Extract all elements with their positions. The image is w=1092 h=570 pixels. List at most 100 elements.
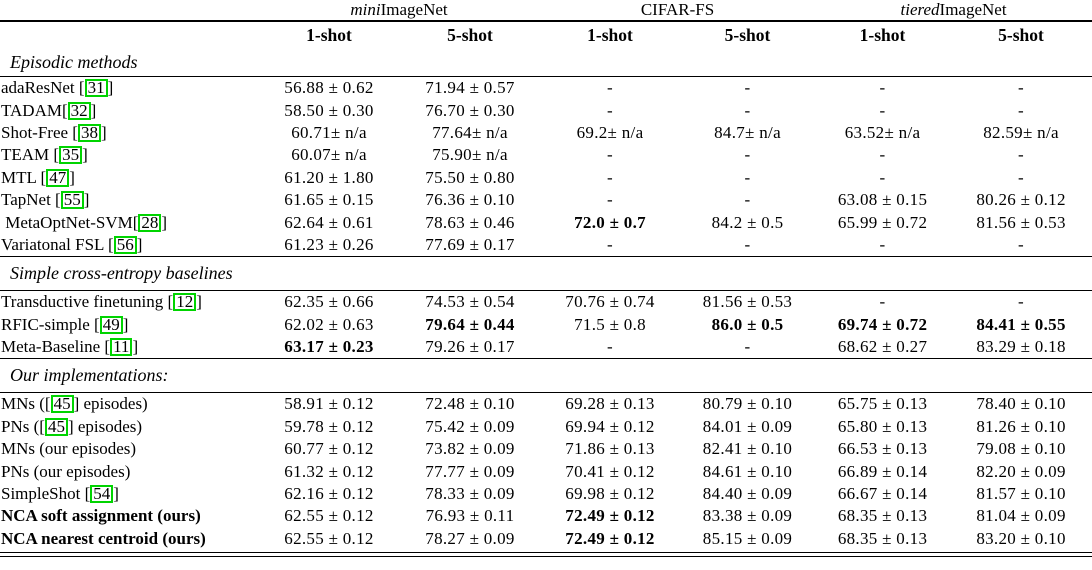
citation-link[interactable]: 11: [110, 338, 133, 357]
value-cell: 81.57 ± 0.10: [976, 484, 1066, 504]
table-row: NCA soft assignment (ours) 62.55 ± 0.12 76…: [0, 505, 1092, 527]
table-section: Episodic methods adaResNet [31] 56.88 ± 0.…: [0, 49, 1092, 257]
value-cell: -: [879, 292, 886, 312]
table-row: TADAM[32] 58.50 ± 0.30 76.70 ± 0.30 - - - -: [0, 99, 1092, 121]
method-label: NCA nearest centroid (ours): [1, 528, 206, 548]
value-cell: 61.20 ± 1.80: [284, 167, 374, 187]
citation-link[interactable]: 45: [44, 417, 68, 436]
citation-link[interactable]: 32: [67, 101, 91, 120]
dataset-header-tieredimagenet: tieredImageNet: [815, 0, 1092, 22]
citation-link[interactable]: 54: [90, 485, 114, 504]
value-cell: 79.64 ± 0.44: [425, 314, 515, 334]
table-row: NCA nearest centroid (ours) 62.55 ± 0.12 7…: [0, 528, 1092, 550]
shot-header-row: 1-shot 5-shot 1-shot 5-shot 1-shot 5-sho…: [0, 21, 1092, 49]
citation-link[interactable]: 38: [77, 123, 101, 142]
citation-link[interactable]: 12: [173, 293, 197, 312]
table-row: TEAM [35] 60.07± n/a 75.90± n/a - - - -: [0, 144, 1092, 166]
value-cell: 60.77 ± 0.12: [284, 439, 374, 459]
dataset-header-row: miniImageNet CIFAR-FS tieredImageNet: [0, 0, 1092, 22]
value-cell: 66.89 ± 0.14: [837, 461, 928, 481]
method-label: RFIC-simple [49]: [1, 314, 129, 334]
value-cell: -: [607, 234, 613, 254]
method-label: Shot-Free [38]: [1, 122, 107, 142]
value-cell: 83.20 ± 0.10: [976, 528, 1066, 548]
value-cell: 84.41 ± 0.55: [976, 314, 1066, 334]
method-label: MetaOptNet-SVM[28]: [1, 212, 168, 232]
value-cell: -: [744, 337, 751, 357]
value-cell: 62.35 ± 0.66: [284, 292, 374, 312]
value-cell: 66.53 ± 0.13: [837, 439, 928, 459]
value-cell: 80.26 ± 0.12: [976, 190, 1066, 210]
method-label: adaResNet [31]: [1, 78, 114, 98]
value-cell: 82.41 ± 0.10: [702, 439, 793, 459]
value-cell: 74.53 ± 0.54: [425, 292, 515, 312]
citation-link[interactable]: 56: [113, 235, 137, 254]
value-cell: 58.91 ± 0.12: [284, 394, 374, 414]
section-title: Simple cross-entropy baselines: [0, 256, 1092, 292]
table-row: Variatonal FSL [56] 61.23 ± 0.26 77.69 ± 0…: [0, 234, 1092, 257]
dataset-header-cifar-fs: CIFAR-FS: [540, 0, 816, 22]
section-title: Our implementations:: [0, 358, 1092, 394]
col-header-mini-5shot: 5-shot: [447, 25, 493, 45]
value-cell: 78.33 ± 0.09: [425, 484, 515, 504]
dataset-name-normal-part: CIFAR-FS: [640, 0, 715, 19]
table-row: Meta-Baseline [11] 63.17 ± 0.23 79.26 ± 0.…: [0, 336, 1092, 359]
value-cell: 79.08 ± 0.10: [976, 439, 1066, 459]
citation-link[interactable]: 35: [59, 146, 83, 165]
method-label: TEAM [35]: [1, 145, 88, 165]
citation-link[interactable]: 31: [84, 79, 108, 98]
results-table: miniImageNet CIFAR-FS tieredImageNet 1-s…: [0, 0, 1092, 550]
method-label: MNs (our episodes): [1, 439, 137, 459]
table-row: MNs ([45] episodes) 58.91 ± 0.12 72.48 ± 0…: [0, 393, 1092, 416]
table-row: MNs (our episodes) 60.77 ± 0.12 73.82 ± 0.…: [0, 438, 1092, 460]
section-title-row: Episodic methods: [0, 49, 1092, 77]
method-label: PNs ([45] episodes): [1, 416, 143, 436]
value-cell: -: [744, 167, 751, 187]
value-cell: -: [1018, 100, 1025, 120]
col-header-cifar-5shot: 5-shot: [724, 25, 771, 45]
value-cell: 62.64 ± 0.61: [284, 212, 374, 232]
table-row: MetaOptNet-SVM[28] 62.64 ± 0.61 78.63 ± 0.…: [0, 211, 1092, 233]
value-cell: -: [879, 100, 886, 120]
method-label: TapNet [55]: [1, 190, 90, 210]
value-cell: 68.62 ± 0.27: [837, 337, 928, 357]
value-cell: 66.67 ± 0.14: [837, 484, 928, 504]
value-cell: 69.2± n/a: [576, 122, 644, 142]
table-row: adaResNet [31] 56.88 ± 0.62 71.94 ± 0.57 - -…: [0, 77, 1092, 100]
label-column-header: [0, 21, 258, 49]
table-section: Simple cross-entropy baselines Transducti…: [0, 256, 1092, 359]
citation-link[interactable]: 47: [46, 168, 70, 187]
value-cell: 78.40 ± 0.10: [976, 394, 1066, 414]
value-cell: -: [1018, 78, 1025, 98]
citation-link[interactable]: 55: [60, 191, 84, 210]
value-cell: 80.79 ± 0.10: [702, 394, 793, 414]
value-cell: 61.23 ± 0.26: [284, 234, 374, 254]
dataset-name-normal-part: ImageNet: [380, 0, 448, 19]
value-cell: 78.27 ± 0.09: [425, 528, 515, 548]
value-cell: 77.64± n/a: [432, 122, 508, 142]
value-cell: 71.86 ± 0.13: [565, 439, 655, 459]
value-cell: -: [1018, 292, 1025, 312]
value-cell: -: [744, 145, 751, 165]
value-cell: 60.07± n/a: [291, 145, 367, 165]
dataset-name-italic-part: mini: [350, 0, 381, 19]
dataset-name-normal-part: ImageNet: [939, 0, 1007, 19]
value-cell: -: [879, 145, 886, 165]
value-cell: -: [879, 167, 886, 187]
value-cell: 65.75 ± 0.13: [837, 394, 928, 414]
citation-link[interactable]: 45: [50, 395, 74, 414]
table-row: Transductive finetuning [12] 62.35 ± 0.66…: [0, 291, 1092, 314]
label-column-header: [0, 0, 258, 22]
method-label: MNs ([45] episodes): [1, 394, 148, 414]
value-cell: 68.35 ± 0.13: [837, 506, 928, 526]
value-cell: 86.0 ± 0.5: [711, 314, 784, 334]
citation-link[interactable]: 28: [138, 213, 162, 232]
value-cell: -: [744, 234, 751, 254]
citation-link[interactable]: 49: [99, 315, 123, 334]
dataset-header-miniimagenet: miniImageNet: [258, 0, 541, 22]
value-cell: -: [607, 100, 613, 120]
value-cell: 72.49 ± 0.12: [565, 528, 655, 548]
value-cell: 76.70 ± 0.30: [425, 100, 515, 120]
section-title-row: Our implementations:: [0, 358, 1092, 394]
value-cell: 81.56 ± 0.53: [976, 212, 1066, 232]
